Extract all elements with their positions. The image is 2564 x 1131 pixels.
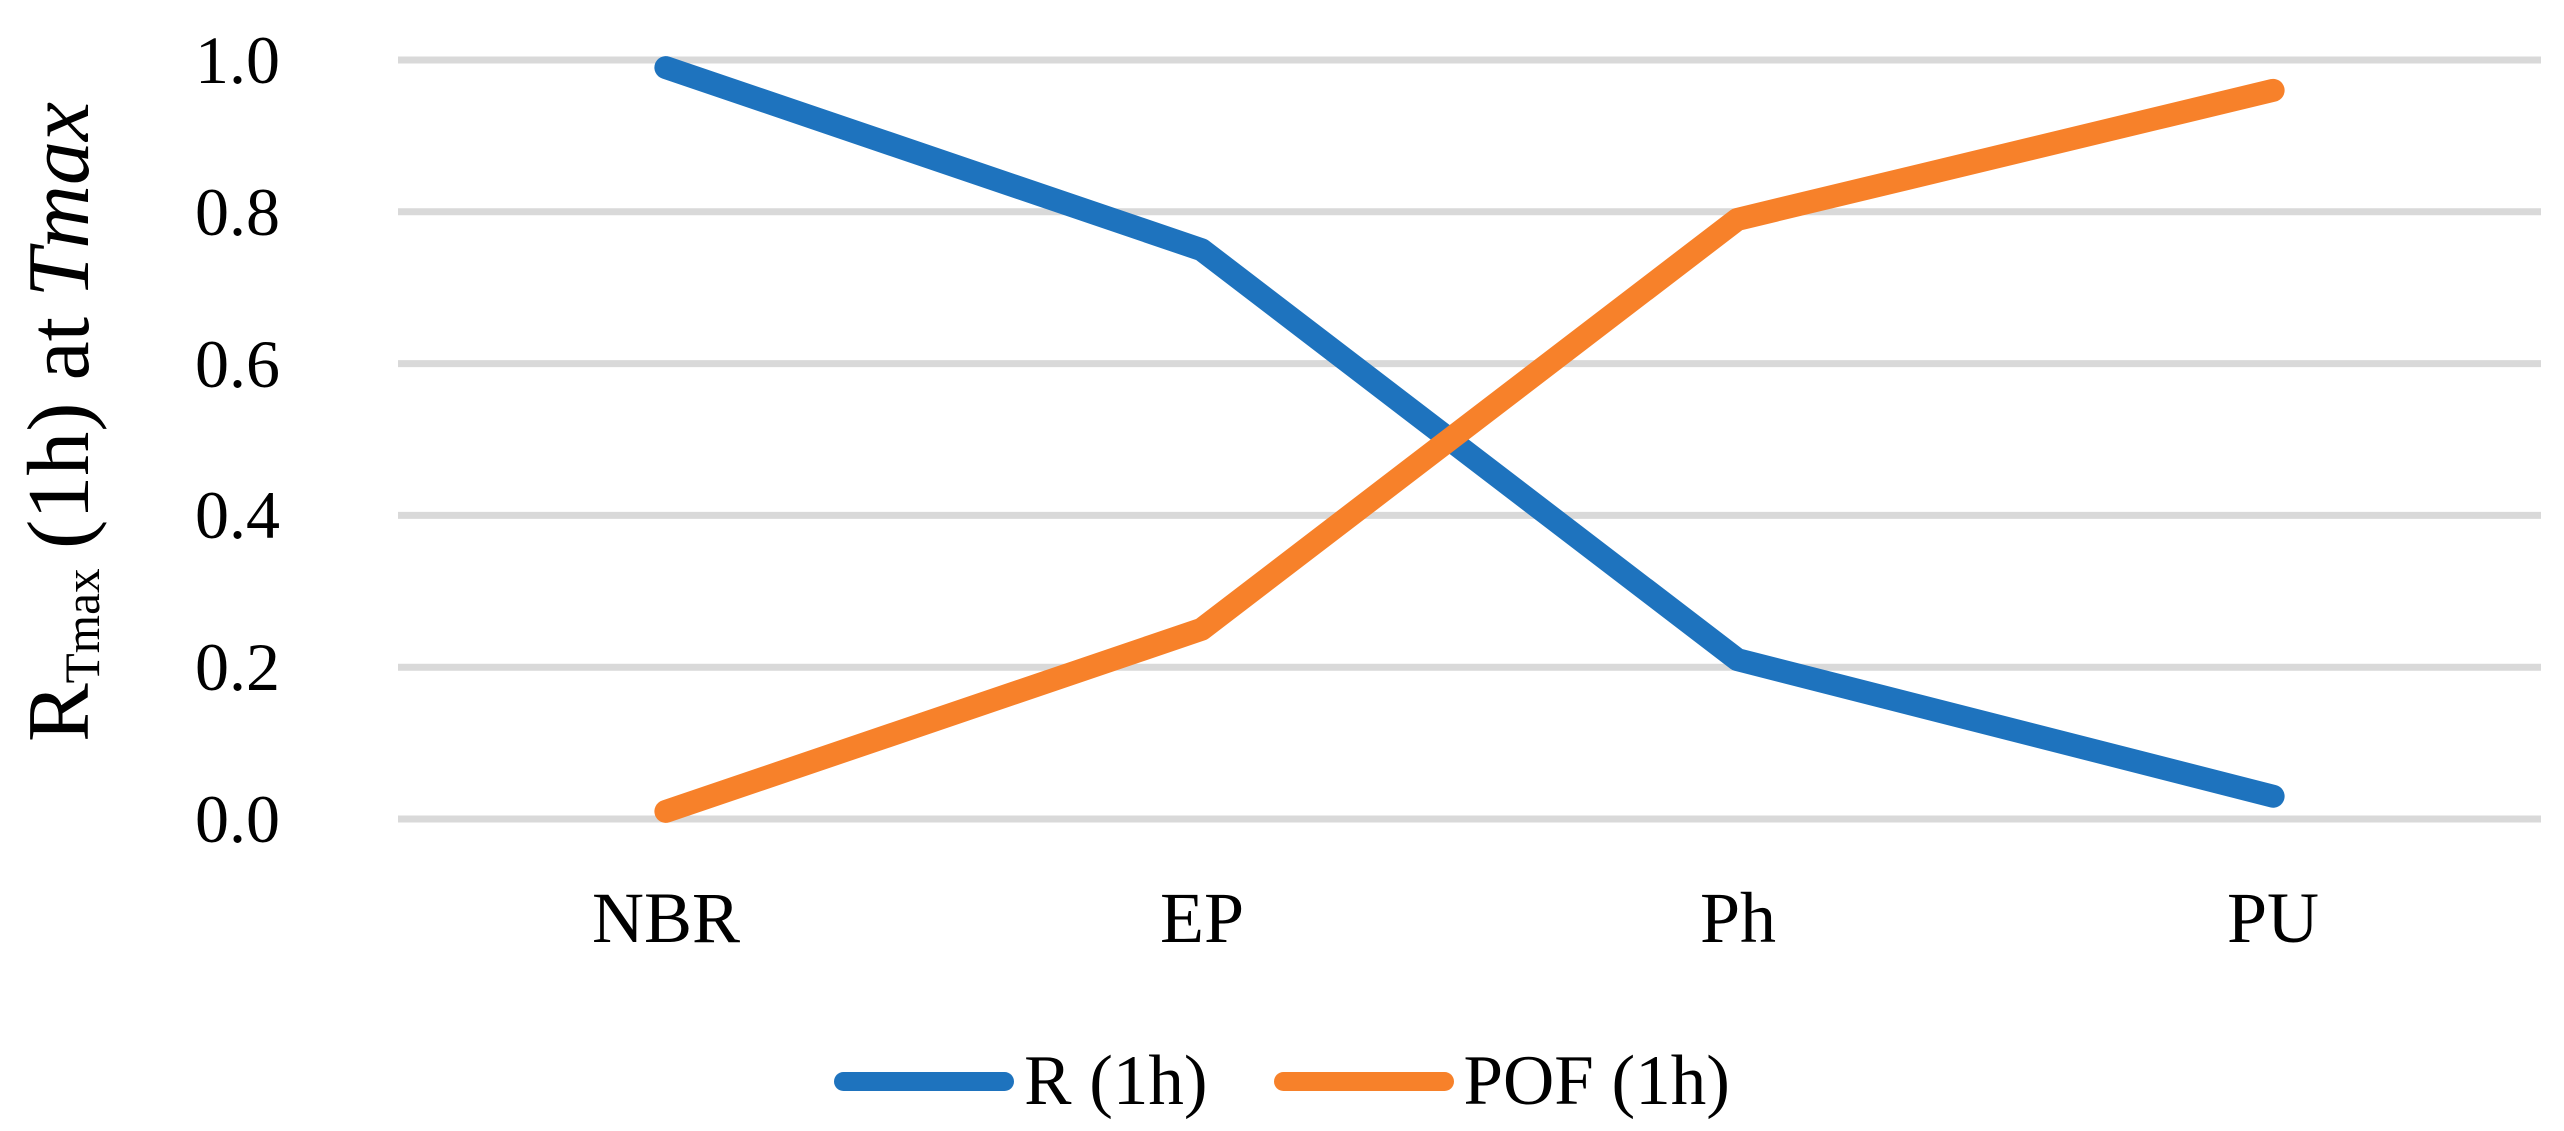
y-tick-label: 0.4 bbox=[195, 477, 280, 553]
legend-line-swatch-orange bbox=[1273, 1071, 1454, 1091]
y-tick-label: 0.2 bbox=[195, 629, 280, 705]
legend-line-swatch-blue bbox=[834, 1071, 1015, 1091]
x-category-label: PU bbox=[2226, 878, 2320, 958]
x-category-label: EP bbox=[1159, 878, 1245, 958]
legend-item-pof-1h: POF (1h) bbox=[1273, 1041, 1730, 1121]
y-tick-label: 0.8 bbox=[195, 174, 280, 250]
series-line-pof-1h bbox=[654, 78, 2285, 823]
series-line-r-1h bbox=[654, 56, 2285, 808]
y-tick-label: 0.0 bbox=[195, 781, 280, 857]
x-category-label: Ph bbox=[1699, 878, 1777, 958]
legend-label: R (1h) bbox=[1024, 1042, 1208, 1120]
y-tick-label: 1.0 bbox=[195, 22, 280, 98]
legend-item-r-1h: R (1h) bbox=[834, 1041, 1208, 1121]
y-tick-label: 0.6 bbox=[195, 326, 280, 402]
x-category-label: NBR bbox=[591, 878, 741, 958]
chart-legend: R (1h) POF (1h) bbox=[0, 1038, 2564, 1124]
legend-label: POF (1h) bbox=[1463, 1042, 1730, 1120]
